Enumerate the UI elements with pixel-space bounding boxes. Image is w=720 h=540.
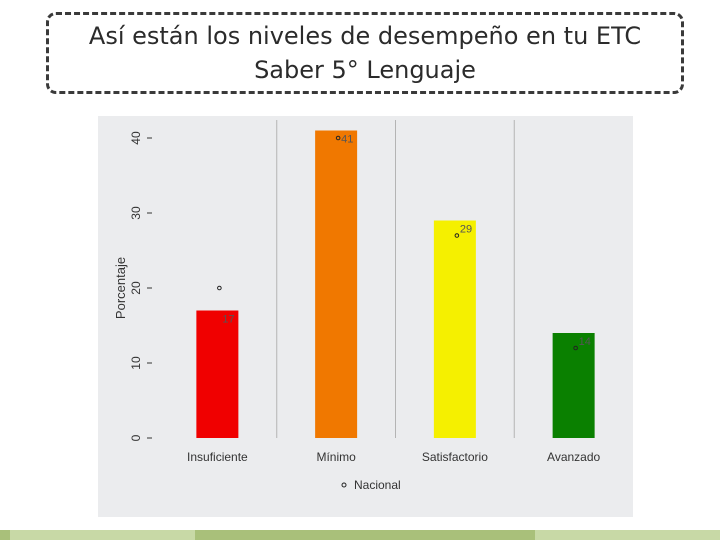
bar-satisfactorio — [433, 220, 476, 438]
bar-chart: 0 10 20 30 40 Porcentaje 17 Insuficiente 41 Mínim… — [113, 120, 601, 492]
data-label: 29 — [460, 224, 472, 236]
x-tick-label: Insuficiente — [187, 450, 248, 464]
chart-panel: 0 10 20 30 40 Porcentaje 17 Insuficiente 41 Mínim… — [98, 116, 633, 517]
y-tick-label: 10 — [129, 356, 143, 370]
legend-label: Nacional — [354, 478, 401, 492]
nacional-point — [573, 345, 578, 351]
bar-avanzado — [552, 333, 595, 438]
y-tick-label: 40 — [129, 131, 143, 145]
data-label: 41 — [341, 134, 353, 146]
x-tick-label: Mínimo — [316, 450, 356, 464]
slide-title-line-1: Así están los niveles de desempeño en tu… — [88, 22, 642, 50]
x-tick-label: Satisfactorio — [422, 450, 488, 464]
nacional-point — [335, 135, 341, 141]
slide-title-box: Así están los niveles de desempeño en tu… — [46, 12, 684, 94]
nacional-point — [454, 233, 460, 238]
footer-bar — [0, 530, 720, 540]
data-label: 14 — [579, 336, 591, 348]
y-tick-label: 0 — [129, 434, 143, 441]
nacional-point — [217, 285, 222, 291]
y-tick-label: 30 — [129, 206, 143, 220]
data-label: 17 — [222, 314, 234, 326]
slide-title-line-2: Saber 5° Lenguaje — [254, 56, 476, 84]
x-tick-label: Avanzado — [547, 450, 600, 464]
bar-mínimo — [315, 130, 358, 438]
bar-insuficiente — [196, 310, 239, 438]
y-axis-title: Porcentaje — [113, 257, 128, 319]
legend-marker — [341, 482, 347, 488]
y-tick-label: 20 — [129, 281, 143, 295]
